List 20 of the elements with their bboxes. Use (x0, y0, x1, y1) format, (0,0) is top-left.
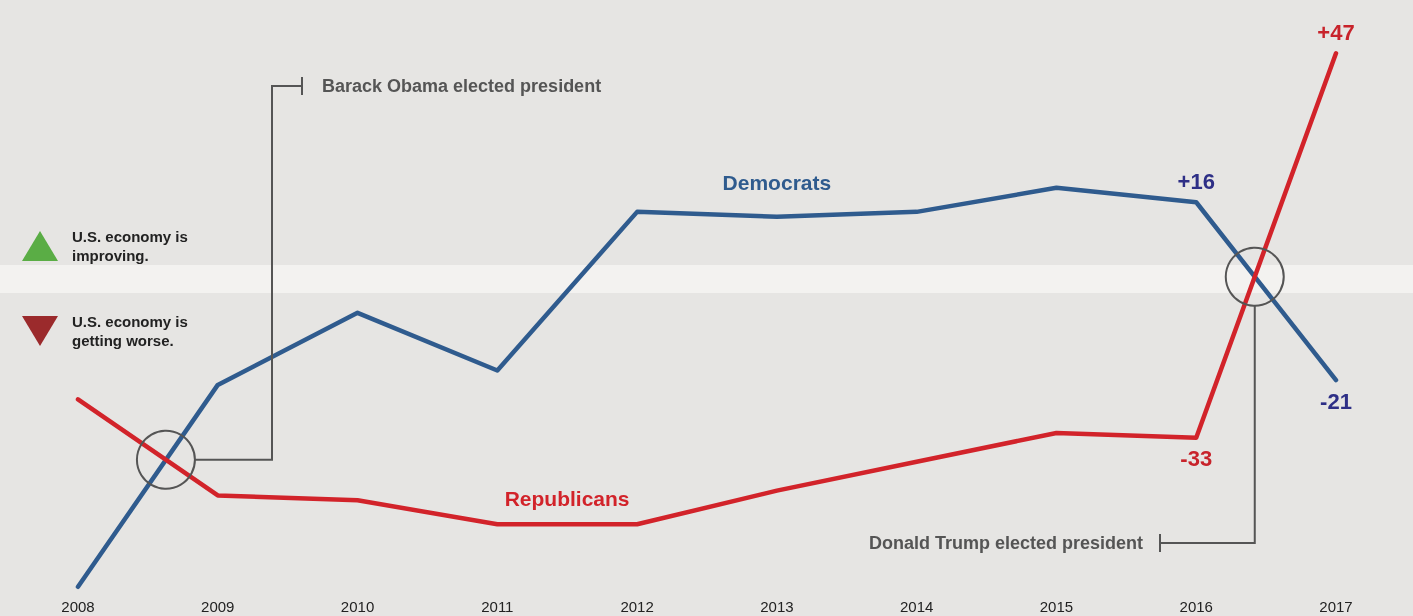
data-label: -21 (1320, 388, 1352, 414)
series-label: Democrats (722, 171, 832, 195)
x-tick-label: 2009 (201, 597, 235, 615)
annotation: Barack Obama elected president (322, 76, 602, 96)
x-tick-label: 2011 (481, 597, 514, 615)
x-tick-label: 2008 (61, 597, 95, 615)
x-tick-label: 2015 (1039, 597, 1074, 615)
data-label: -33 (1180, 446, 1213, 472)
series-label: Republicans (504, 486, 630, 510)
x-tick-label: 2017 (1319, 597, 1353, 615)
x-tick-label: 2012 (620, 597, 654, 615)
annotation: Donald Trump elected president (868, 533, 1143, 553)
data-label: +47 (1317, 19, 1355, 45)
annotation: U.S. economy is getting worse. (72, 312, 189, 351)
data-label: +16 (1177, 168, 1215, 194)
x-tick-label: 2014 (899, 597, 934, 615)
x-tick-label: 2016 (1179, 597, 1213, 615)
x-tick-label: 2013 (760, 597, 794, 615)
annotation: U.S. economy is improving. (72, 227, 189, 266)
x-tick-label: 2010 (340, 597, 375, 615)
